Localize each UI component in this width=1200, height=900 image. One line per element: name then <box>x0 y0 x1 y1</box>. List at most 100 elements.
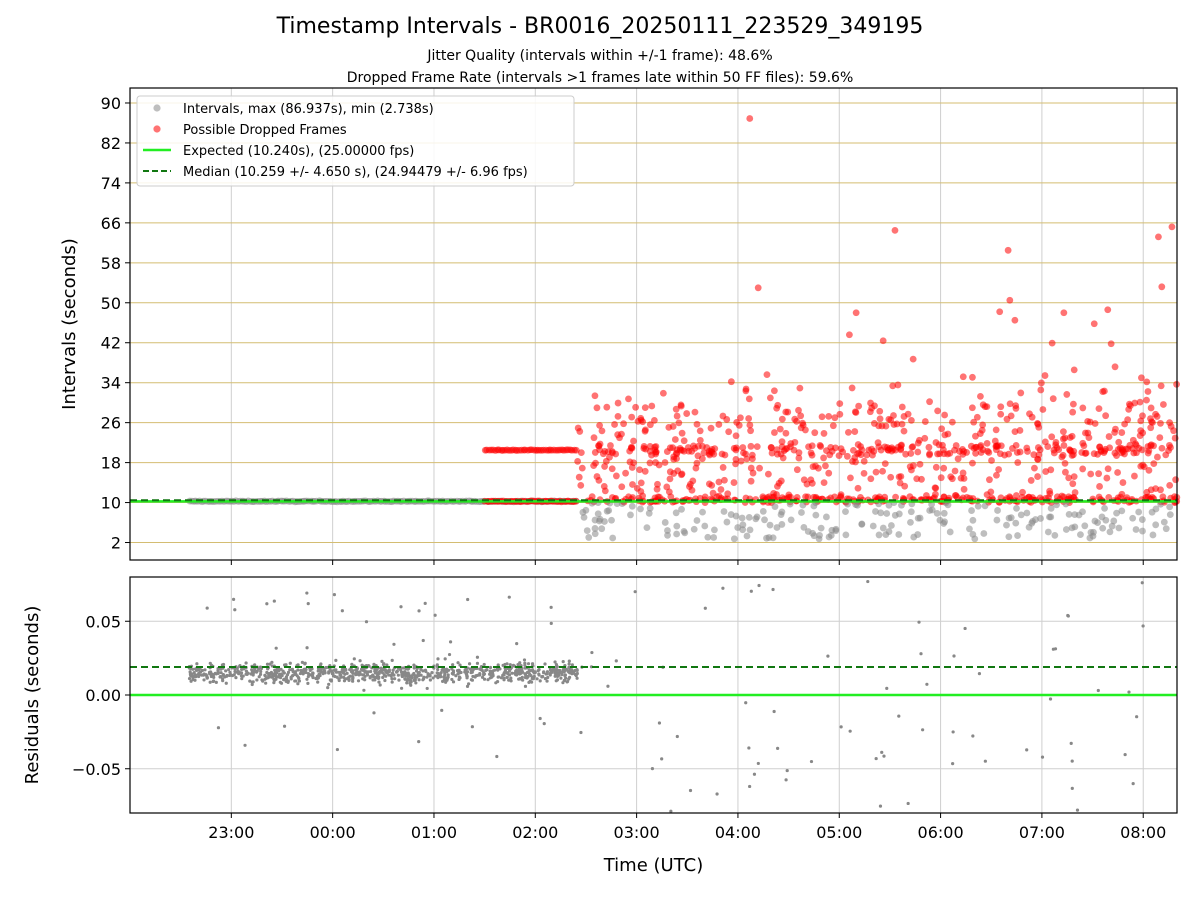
dropped-frame-point <box>837 491 845 499</box>
residual-point <box>249 672 253 676</box>
residual-point <box>550 668 554 673</box>
dropped-frame-point <box>845 331 853 339</box>
residual-point <box>421 669 425 673</box>
residual-point <box>535 677 539 681</box>
bottom-ytick-label: −0.05 <box>72 760 121 779</box>
residual-point <box>272 599 276 603</box>
dropped-frame-point <box>732 432 740 440</box>
dropped-frame-point <box>959 450 967 458</box>
dropped-frame-point <box>1111 363 1119 371</box>
interval-point <box>585 534 593 541</box>
residual-point <box>538 716 542 721</box>
interval-point <box>1065 510 1073 518</box>
dropped-frame-point <box>995 466 1003 473</box>
interval-point <box>664 527 671 534</box>
residual-point <box>977 672 982 676</box>
bottom-y-axis-label: Residuals (seconds) <box>22 606 43 785</box>
residual-point <box>545 679 549 683</box>
dropped-frame-point <box>598 427 606 435</box>
residual-point <box>633 590 637 594</box>
dropped-frame-point <box>671 436 679 443</box>
dropped-frame-point <box>661 459 669 466</box>
interval-point <box>672 509 680 517</box>
dropped-frame-point <box>1114 469 1121 476</box>
residual-point <box>202 678 206 682</box>
interval-point <box>1012 519 1020 527</box>
residual-point <box>436 667 440 672</box>
residual-point <box>377 676 381 680</box>
dropped-frame-point <box>852 309 860 317</box>
residual-point <box>744 701 748 705</box>
dropped-frame-point <box>753 443 761 451</box>
residual-point <box>526 662 531 666</box>
dropped-frame-point <box>1159 401 1167 408</box>
residual-point <box>216 726 221 730</box>
dropped-frame-point <box>878 422 886 430</box>
interval-point <box>1152 521 1160 529</box>
residual-point <box>389 673 393 677</box>
residual-point <box>515 668 519 672</box>
interval-point <box>595 517 603 525</box>
dropped-frame-point <box>1157 419 1164 427</box>
residual-point <box>553 660 557 664</box>
residual-point <box>450 667 454 671</box>
interval-point <box>739 526 747 534</box>
interval-point <box>810 532 818 540</box>
residual-point <box>289 675 293 679</box>
residual-point <box>296 663 300 667</box>
residual-point <box>439 670 443 675</box>
residual-point <box>756 761 760 766</box>
dropped-frame-point <box>740 449 747 457</box>
interval-point <box>828 526 836 534</box>
dropped-frame-point <box>590 462 598 469</box>
dropped-frame-point <box>778 415 786 423</box>
interval-point <box>916 514 924 522</box>
residual-point <box>209 670 213 674</box>
residual-point <box>412 663 416 667</box>
dropped-frame-point <box>696 436 704 444</box>
dropped-frame-point <box>652 448 660 456</box>
dropped-frame-point <box>1069 400 1077 408</box>
residual-point <box>1131 782 1135 786</box>
dropped-frame-point <box>791 438 799 446</box>
dropped-frame-point <box>707 424 715 432</box>
dropped-frame-point <box>951 467 959 475</box>
residual-point <box>361 677 365 681</box>
residual-point <box>537 673 541 677</box>
interval-point <box>1108 522 1116 530</box>
dropped-frame-point <box>1095 405 1103 413</box>
residual-point <box>386 669 391 673</box>
dropped-frame-point <box>725 428 733 436</box>
residual-point <box>220 663 224 667</box>
dropped-frame-point <box>848 384 856 392</box>
top-plot-frame <box>129 87 1178 561</box>
residual-point <box>536 669 540 673</box>
interval-point <box>815 535 823 543</box>
dropped-frame-point <box>628 413 636 421</box>
dropped-frame-point <box>591 449 599 456</box>
dropped-frame-point <box>724 490 732 498</box>
dropped-frame-point <box>696 427 704 435</box>
dropped-frame-point <box>723 416 731 423</box>
residual-point <box>337 670 341 674</box>
top-ytick-label: 58 <box>101 254 121 273</box>
dropped-frame-point <box>959 373 967 381</box>
residual-point <box>549 605 553 609</box>
interval-point <box>895 510 903 518</box>
dropped-frame-point <box>768 449 776 457</box>
residual-point <box>513 671 517 675</box>
dropped-frame-point <box>1132 440 1139 448</box>
dropped-frame-point <box>693 459 701 467</box>
dropped-frame-point <box>646 447 654 455</box>
residual-point <box>1066 613 1070 618</box>
residual-point <box>358 671 362 676</box>
dropped-frame-point <box>879 337 887 345</box>
dropped-frame-point <box>775 479 783 487</box>
residual-point <box>340 609 344 613</box>
residual-point <box>688 788 693 793</box>
dropped-frame-point <box>1037 379 1045 387</box>
residual-point <box>335 747 340 752</box>
dropped-frame-point <box>766 394 774 402</box>
dropped-frame-point <box>1131 472 1138 480</box>
dropped-frame-point <box>780 447 788 455</box>
